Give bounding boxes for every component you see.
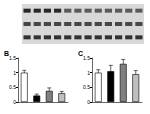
- svg-text:0: 0: [87, 99, 90, 105]
- svg-text:1.5: 1.5: [83, 55, 90, 61]
- svg-text:0.5: 0.5: [9, 84, 16, 90]
- svg-text:1: 1: [87, 70, 90, 76]
- html-text:B: B: [4, 50, 10, 57]
- svg-text:0: 0: [13, 99, 16, 105]
- html-text:C: C: [78, 50, 84, 57]
- svg-text:0.5: 0.5: [83, 84, 90, 90]
- svg-text:1.5: 1.5: [9, 55, 16, 61]
- svg-text:1: 1: [13, 70, 16, 76]
